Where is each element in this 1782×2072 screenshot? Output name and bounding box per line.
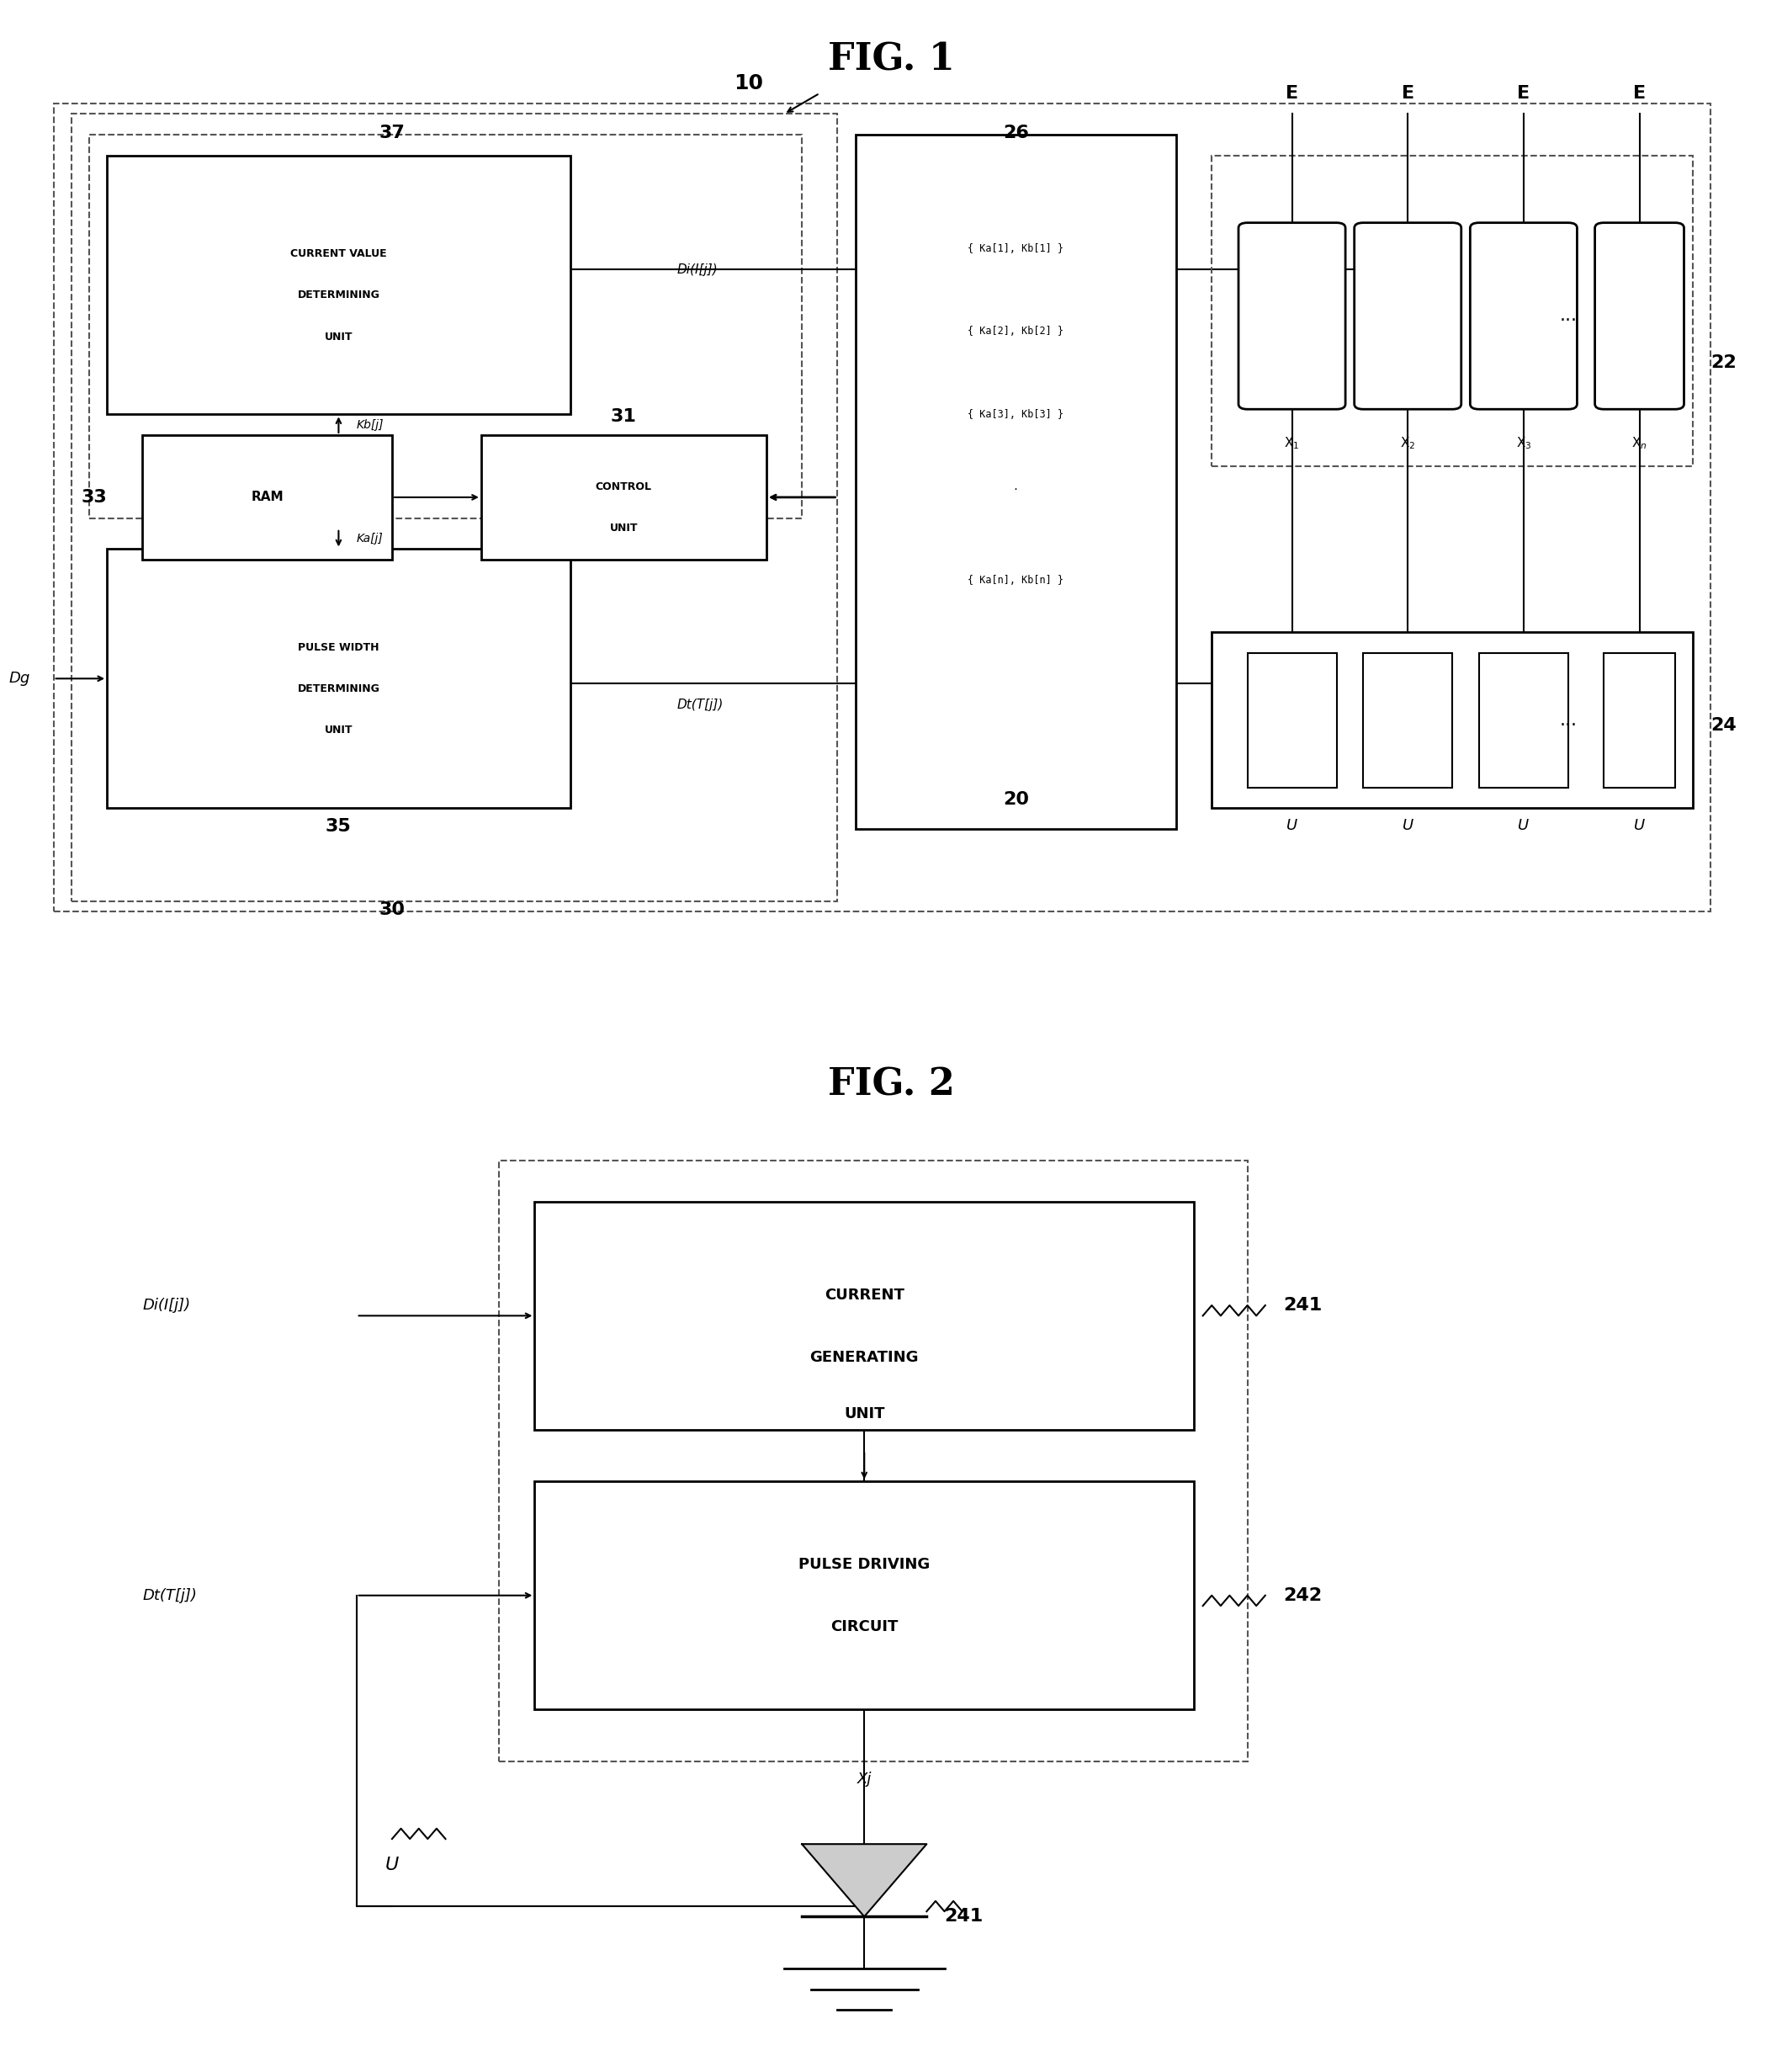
FancyBboxPatch shape bbox=[1479, 653, 1568, 787]
Text: Dt(T[j]): Dt(T[j]) bbox=[677, 698, 723, 711]
FancyBboxPatch shape bbox=[107, 549, 570, 808]
FancyBboxPatch shape bbox=[1595, 224, 1684, 410]
Polygon shape bbox=[802, 1844, 927, 1917]
Text: CIRCUIT: CIRCUIT bbox=[830, 1618, 898, 1635]
Text: Xj: Xj bbox=[857, 1772, 871, 1786]
Text: 37: 37 bbox=[380, 124, 405, 141]
FancyBboxPatch shape bbox=[1470, 224, 1577, 410]
Text: E: E bbox=[1632, 85, 1647, 102]
FancyBboxPatch shape bbox=[855, 135, 1176, 829]
FancyBboxPatch shape bbox=[1363, 653, 1452, 787]
Text: E: E bbox=[1516, 85, 1531, 102]
Text: X$_3$: X$_3$ bbox=[1516, 435, 1531, 452]
Text: { Ka[3], Kb[3] }: { Ka[3], Kb[3] } bbox=[968, 408, 1064, 421]
Text: RAM: RAM bbox=[251, 491, 283, 503]
Text: { Ka[2], Kb[2] }: { Ka[2], Kb[2] } bbox=[968, 325, 1064, 338]
Text: X$_2$: X$_2$ bbox=[1401, 435, 1415, 452]
Text: GENERATING: GENERATING bbox=[809, 1349, 920, 1365]
Text: 242: 242 bbox=[1283, 1587, 1322, 1604]
Text: CURRENT: CURRENT bbox=[825, 1287, 903, 1303]
Text: Dt(T[j]): Dt(T[j]) bbox=[143, 1587, 198, 1604]
Text: Ka[j]: Ka[j] bbox=[356, 533, 383, 545]
Text: U: U bbox=[1402, 818, 1413, 833]
Text: PULSE DRIVING: PULSE DRIVING bbox=[798, 1556, 930, 1573]
Text: Di(I[j]): Di(I[j]) bbox=[143, 1297, 191, 1314]
Text: U: U bbox=[1518, 818, 1529, 833]
Text: U: U bbox=[1634, 818, 1645, 833]
Text: Dg: Dg bbox=[9, 671, 30, 686]
Text: CONTROL: CONTROL bbox=[595, 481, 652, 493]
Text: FIG. 2: FIG. 2 bbox=[827, 1067, 955, 1102]
FancyBboxPatch shape bbox=[107, 155, 570, 414]
Text: { Ka[n], Kb[n] }: { Ka[n], Kb[n] } bbox=[968, 574, 1064, 586]
Text: 26: 26 bbox=[1003, 124, 1028, 141]
FancyBboxPatch shape bbox=[143, 435, 392, 559]
FancyBboxPatch shape bbox=[1354, 224, 1461, 410]
FancyBboxPatch shape bbox=[1212, 632, 1693, 808]
Text: DETERMINING: DETERMINING bbox=[298, 684, 380, 694]
FancyBboxPatch shape bbox=[535, 1202, 1194, 1430]
Text: UNIT: UNIT bbox=[609, 522, 638, 535]
Text: ...: ... bbox=[1559, 711, 1577, 729]
Text: DETERMINING: DETERMINING bbox=[298, 290, 380, 300]
Text: UNIT: UNIT bbox=[324, 725, 353, 736]
Text: { Ka[1], Kb[1] }: { Ka[1], Kb[1] } bbox=[968, 242, 1064, 255]
FancyBboxPatch shape bbox=[1604, 653, 1675, 787]
Text: Kb[j]: Kb[j] bbox=[356, 419, 383, 431]
Text: 30: 30 bbox=[380, 901, 405, 918]
Text: Di(I[j]): Di(I[j]) bbox=[677, 263, 718, 276]
Text: X$_1$: X$_1$ bbox=[1285, 435, 1299, 452]
FancyBboxPatch shape bbox=[1238, 224, 1345, 410]
Text: UNIT: UNIT bbox=[324, 332, 353, 342]
Text: 33: 33 bbox=[80, 489, 107, 506]
Text: E: E bbox=[1401, 85, 1415, 102]
Text: 31: 31 bbox=[611, 408, 636, 425]
Text: U: U bbox=[1287, 818, 1297, 833]
Text: 35: 35 bbox=[326, 818, 351, 835]
Text: .: . bbox=[1012, 481, 1019, 493]
Text: 22: 22 bbox=[1711, 354, 1737, 371]
FancyBboxPatch shape bbox=[1247, 653, 1336, 787]
Text: E: E bbox=[1285, 85, 1299, 102]
FancyBboxPatch shape bbox=[481, 435, 766, 559]
Text: 20: 20 bbox=[1003, 792, 1028, 808]
Text: 10: 10 bbox=[734, 73, 763, 93]
Text: 241: 241 bbox=[944, 1908, 984, 1925]
Text: PULSE WIDTH: PULSE WIDTH bbox=[298, 642, 380, 653]
Text: CURRENT VALUE: CURRENT VALUE bbox=[290, 249, 387, 259]
Text: X$_n$: X$_n$ bbox=[1632, 435, 1647, 452]
Text: 241: 241 bbox=[1283, 1297, 1322, 1314]
Text: 24: 24 bbox=[1711, 717, 1737, 733]
FancyBboxPatch shape bbox=[535, 1481, 1194, 1709]
Text: FIG. 1: FIG. 1 bbox=[827, 41, 955, 77]
Text: ...: ... bbox=[1559, 307, 1577, 325]
Text: U: U bbox=[385, 1857, 399, 1873]
Text: UNIT: UNIT bbox=[845, 1407, 884, 1421]
